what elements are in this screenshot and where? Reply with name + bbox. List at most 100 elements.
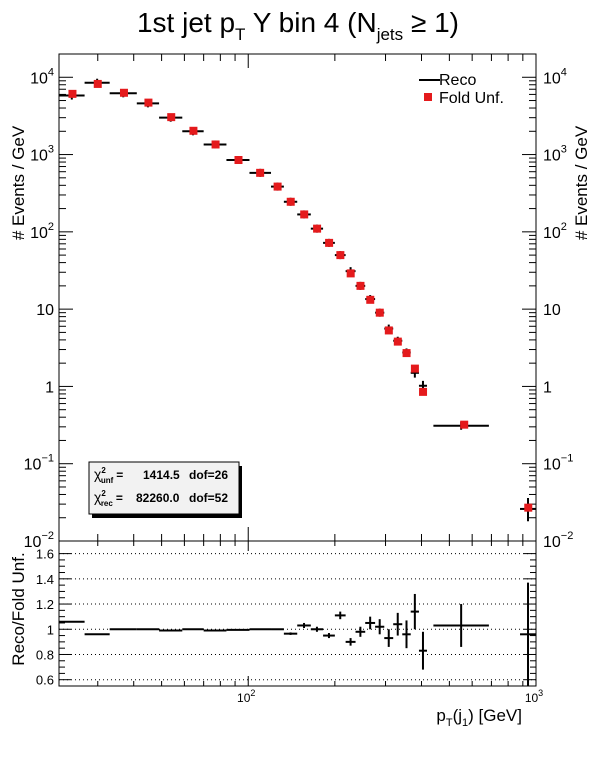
y-tick-label-base: 10 — [30, 148, 48, 165]
fold-unf-marker — [313, 224, 322, 233]
x-tick-label: 102 — [237, 688, 255, 705]
fold-unf-marker — [460, 420, 469, 429]
ratio-gridlines — [59, 553, 536, 681]
fold-unf-marker — [366, 295, 375, 304]
y-tick-label: 10 — [543, 302, 561, 319]
y-tick-label-exp: −2 — [41, 530, 54, 542]
y-tick-label-base: 10 — [24, 457, 42, 474]
ratio-y-tick-labels: 1.6 1.4 1.2 1 0.8 0.6 — [36, 547, 54, 688]
fold-unf-marker — [336, 251, 345, 260]
fold-unf-marker — [402, 349, 411, 358]
legend-fold-marker — [424, 93, 432, 101]
title-tail: ≥ 1) — [403, 7, 459, 38]
stats-chi2-unf: χ2 unf = 1414.5 dof=26 — [94, 466, 228, 485]
fold-unf-marker — [93, 79, 102, 88]
title-sub-t: T — [235, 25, 245, 44]
x-label-sub-1: 1 — [462, 717, 468, 729]
fold-unf-marker — [356, 281, 365, 290]
y-tick-label: 103 — [543, 144, 567, 165]
ratio-y-tick-label: 1.2 — [36, 597, 54, 612]
fold-unf-marker — [68, 89, 77, 98]
y-tick-label: 10−1 — [24, 453, 54, 474]
stats-box: χ2 unf = 1414.5 dof=26 χ2 rec = 82260.0 dof=52 — [88, 461, 242, 518]
y-tick-label-exp: −2 — [561, 530, 574, 542]
chi2-unf-dof: dof=26 — [189, 468, 228, 482]
y-axis-label-right: # Events / GeV — [572, 125, 591, 240]
y-tick-label-exp: 3 — [561, 144, 567, 156]
reco-series — [59, 78, 536, 522]
y-tick-label: 10−2 — [543, 530, 573, 551]
y-tick-label-base: 10 — [543, 457, 561, 474]
y-tick-label: 10−2 — [24, 530, 54, 551]
x-label-sub-t: T — [446, 717, 453, 729]
x-tick-label: 103 — [525, 688, 543, 705]
fold-unf-marker — [211, 140, 220, 149]
y-tick-label: 103 — [30, 144, 54, 165]
y-tick-label-exp: 2 — [561, 221, 567, 233]
fold-unf-marker — [167, 113, 176, 122]
title-sub-jets: jets — [376, 25, 403, 44]
y-tick-label-base: 10 — [543, 302, 561, 319]
chi2-unf-sup: 2 — [101, 466, 106, 475]
y-tick-label: 10 — [36, 302, 54, 319]
y-tick-label-exp: −1 — [41, 453, 54, 465]
fold-unf-marker — [325, 238, 334, 247]
y-tick-label-base: 1 — [45, 379, 54, 396]
x-tick-labels: 102 103 — [237, 688, 543, 705]
y-tick-label: 104 — [30, 66, 54, 87]
y-tick-label: 102 — [543, 221, 567, 242]
chi2-rec-sup: 2 — [101, 489, 106, 498]
fold-unf-marker — [300, 210, 309, 219]
fold-unf-marker — [189, 126, 198, 135]
y-tick-label: 102 — [30, 221, 54, 242]
chi2-unf-symbol: χ — [94, 466, 102, 482]
fold-unf-marker — [346, 269, 355, 278]
y-tick-label: 1 — [543, 379, 552, 396]
chi2-unf-eq: = — [116, 468, 123, 482]
y-tick-label-exp: 4 — [561, 66, 567, 78]
fold-unf-marker — [256, 168, 265, 177]
x-tick-label-exp: 3 — [538, 688, 543, 698]
x-tick-label-base: 10 — [525, 691, 539, 705]
y-tick-label-base: 10 — [30, 225, 48, 242]
ratio-y-tick-label: 1.4 — [36, 572, 54, 587]
ratio-y-tick-label: 0.6 — [36, 673, 54, 688]
y-tick-label-exp: −1 — [561, 453, 574, 465]
fold-unf-marker — [119, 88, 128, 97]
y-tick-label-exp: 4 — [48, 66, 54, 78]
fold-unf-marker — [419, 387, 428, 396]
title-main: 1st jet p — [137, 7, 235, 38]
x-label-p: p — [436, 706, 445, 725]
chi2-rec-sub: rec — [101, 499, 114, 508]
y-tick-label-exp: 3 — [48, 144, 54, 156]
y-axis-label-left: # Events / GeV — [9, 125, 28, 240]
chi2-unf-sub: unf — [101, 476, 114, 485]
x-tick-label-base: 10 — [237, 691, 251, 705]
y-tick-label-base: 10 — [36, 302, 54, 319]
chi2-rec-value: 82260.0 — [136, 491, 180, 505]
ratio-y-axis-label: Reco/Fold Unf. — [9, 552, 28, 665]
fold-unf-marker — [524, 503, 533, 512]
chi2-rec-dof: dof=52 — [189, 491, 228, 505]
fold-unf-marker — [410, 364, 419, 373]
y-tick-label-base: 10 — [543, 534, 561, 551]
y-tick-label-base: 10 — [543, 70, 561, 87]
y-tick-label-exp: 2 — [48, 221, 54, 233]
y-tick-label-base: 10 — [543, 225, 561, 242]
y-tick-label: 1 — [45, 379, 54, 396]
stats-box-bg — [88, 461, 240, 515]
fold-unf-series — [68, 79, 533, 512]
stats-chi2-rec: χ2 rec = 82260.0 dof=52 — [94, 489, 228, 508]
chart-title: 1st jet pT Y bin 4 (Njets ≥ 1) — [137, 7, 459, 44]
y-tick-label-base: 1 — [543, 379, 552, 396]
y-tick-label: 104 — [543, 66, 567, 87]
legend-fold-label: Fold Unf. — [439, 90, 504, 107]
ratio-y-tick-label: 1.6 — [36, 547, 54, 562]
fold-unf-marker — [286, 197, 295, 206]
fold-unf-marker — [393, 337, 402, 346]
y-tick-label-base: 10 — [24, 534, 42, 551]
ratio-y-tick-label: 0.8 — [36, 647, 54, 662]
chi2-rec-eq: = — [116, 491, 123, 505]
